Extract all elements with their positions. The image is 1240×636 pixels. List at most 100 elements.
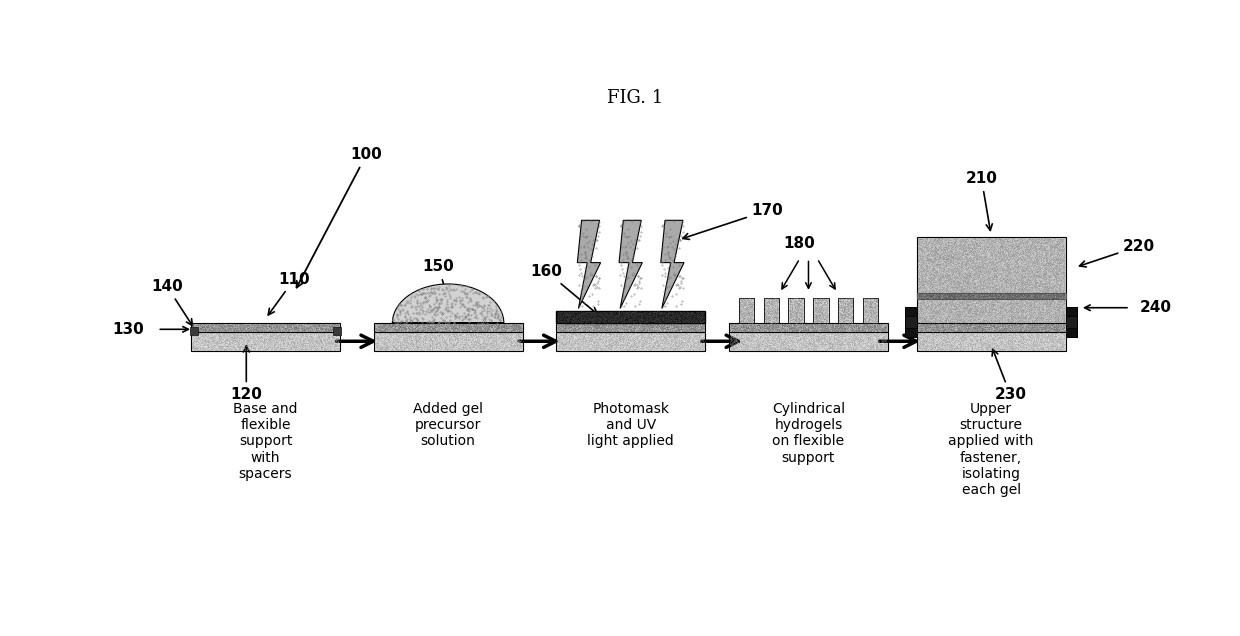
Point xyxy=(1040,289,1060,300)
Point xyxy=(1011,310,1030,321)
Point xyxy=(634,315,653,326)
Point xyxy=(575,319,595,329)
Point xyxy=(279,324,299,335)
Point xyxy=(835,314,854,324)
Point xyxy=(949,323,968,333)
Point xyxy=(773,321,792,331)
Point xyxy=(978,284,998,294)
Point xyxy=(978,288,998,298)
Point xyxy=(782,294,802,305)
Point xyxy=(264,342,284,352)
Point xyxy=(911,293,931,303)
Point xyxy=(601,320,621,330)
Point xyxy=(981,282,1001,292)
Point xyxy=(188,324,208,335)
Point xyxy=(1043,321,1063,331)
Point xyxy=(1052,324,1071,334)
Point xyxy=(231,329,250,340)
Point xyxy=(782,338,802,349)
Point xyxy=(976,340,996,350)
Point xyxy=(952,341,972,351)
Point xyxy=(955,325,975,335)
Point xyxy=(224,330,244,340)
Point xyxy=(929,257,949,267)
Point xyxy=(554,314,574,324)
Point xyxy=(1047,268,1066,279)
Point xyxy=(1021,268,1040,278)
Point xyxy=(279,324,299,334)
Point xyxy=(1016,258,1035,268)
Point xyxy=(1027,296,1047,307)
Point xyxy=(501,321,521,331)
Point xyxy=(373,342,393,352)
Point xyxy=(931,303,951,314)
Point xyxy=(780,338,800,349)
Point xyxy=(987,319,1007,329)
Point xyxy=(811,320,831,330)
Point xyxy=(579,314,599,324)
Point xyxy=(651,315,671,325)
Point xyxy=(928,293,947,303)
Point xyxy=(598,315,618,325)
Point xyxy=(1024,248,1044,258)
Point xyxy=(945,293,965,303)
Point xyxy=(991,255,1011,265)
Point xyxy=(193,322,213,332)
Point xyxy=(379,320,399,330)
Point xyxy=(1047,326,1066,336)
Point xyxy=(1033,261,1053,271)
Point xyxy=(990,303,1009,313)
Point xyxy=(780,312,800,322)
Point xyxy=(921,291,941,301)
Point xyxy=(828,326,848,336)
Point xyxy=(992,258,1012,268)
Point xyxy=(609,315,629,326)
Point xyxy=(593,310,613,321)
Point xyxy=(1013,305,1033,315)
Point xyxy=(856,338,875,348)
Point xyxy=(420,334,440,344)
Point xyxy=(480,331,500,342)
Point xyxy=(265,323,285,333)
Point xyxy=(925,253,945,263)
Point xyxy=(1016,321,1035,331)
Point xyxy=(961,268,981,279)
Point xyxy=(668,314,688,324)
Point xyxy=(583,341,603,351)
Point xyxy=(274,320,294,330)
Point xyxy=(673,343,693,353)
Point xyxy=(790,310,810,320)
Point xyxy=(560,331,580,341)
Point xyxy=(1001,240,1021,250)
Point xyxy=(800,324,820,335)
Point xyxy=(1043,240,1063,250)
Point xyxy=(1004,250,1024,260)
Point xyxy=(939,291,959,301)
Point xyxy=(816,314,836,324)
Point xyxy=(1053,263,1073,273)
Point xyxy=(856,338,875,348)
Point xyxy=(1049,316,1069,326)
Point xyxy=(861,305,880,315)
Point xyxy=(448,322,467,333)
Point xyxy=(405,333,425,343)
Point xyxy=(725,340,745,350)
Point xyxy=(1047,279,1066,289)
Point xyxy=(206,323,226,333)
Point xyxy=(951,324,971,334)
Point xyxy=(1016,305,1035,315)
Point xyxy=(278,329,298,339)
Point xyxy=(820,326,839,336)
Point xyxy=(1027,314,1047,324)
Point xyxy=(931,274,951,284)
Point xyxy=(987,263,1007,273)
Point xyxy=(807,319,827,329)
Point xyxy=(838,311,858,321)
Point xyxy=(383,326,403,336)
Point xyxy=(925,293,945,303)
Point xyxy=(806,324,826,335)
Point xyxy=(837,306,857,316)
Point xyxy=(246,336,265,347)
Point xyxy=(1047,291,1066,301)
Point xyxy=(939,303,959,313)
